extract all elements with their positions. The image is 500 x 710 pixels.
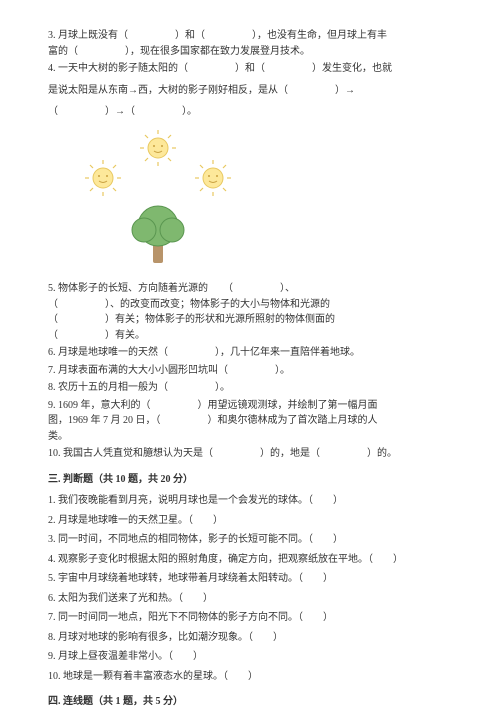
fill-q3: 3. 月球上既没有（ ）和（ ），也没有生命，但月球上有丰 富的（ ），现在很多… <box>48 28 452 59</box>
q5-l1c: ）、 <box>280 283 295 294</box>
judge-item: 1. 我们夜晚能看到月亮，说明月球也是一个会发光的球体。（ ） <box>48 493 452 509</box>
q8-a: 8. 农历十五的月相一般为（ <box>48 382 168 393</box>
q5-l3b: ）有关；物体影子的形状和光源所照射的物体侧面的 <box>105 314 335 325</box>
q10-b: ）的，地是（ <box>260 448 320 459</box>
q3-text-4: 富的（ <box>48 46 78 57</box>
judge-item: 8. 月球对地球的影响有很多，比如潮汐现象。（ ） <box>48 630 452 646</box>
fill-q8: 8. 农历十五的月相一般为（ ）。 <box>48 380 452 396</box>
q5-l2b: ）、的改变而改变；物体影子的大小与物体和光源的 <box>105 299 330 310</box>
judge-item: 6. 太阳为我们送来了光和热。（ ） <box>48 591 452 607</box>
q5-l4b: ）有关。 <box>105 330 145 341</box>
sun-tree-illustration <box>78 128 452 274</box>
q10-a: 10. 我国古人凭直觉和臆想认为天是（ <box>48 448 213 459</box>
q3-text-5: ），现在很多国家都在致力发展登月技术。 <box>125 46 310 57</box>
q9-l1a: 9. 1609 年，意大利的（ <box>48 400 151 411</box>
q9-l2b: ）和奥尔德林成为了首次踏上月球的人 <box>208 415 378 426</box>
sun-icon <box>85 160 121 196</box>
q4-text-5: ）→ <box>335 85 355 96</box>
q5-l1a: 5. 物体影子的长短、方向随着光源的 <box>48 283 208 294</box>
q9-l1b: ）用望远镜观测球，并绘制了第一幅月面 <box>198 400 378 411</box>
q9-l3: 类。 <box>48 431 68 442</box>
q3-text-2: ）和（ <box>175 30 205 41</box>
q5-l2a: （ <box>48 299 58 310</box>
q5-l3a: （ <box>48 314 58 325</box>
judge-item: 10. 地球是一颗有着丰富液态水的星球。（ ） <box>48 669 452 685</box>
illustration-svg <box>78 128 248 268</box>
fill-q9: 9. 1609 年，意大利的（ ）用望远镜观测球，并绘制了第一幅月面 图，196… <box>48 398 452 445</box>
q9-l2a: 图，1969 年 7 月 20 日，（ <box>48 415 161 426</box>
q3-text-3: ），也没有生命，但月球上有丰 <box>252 30 387 41</box>
q7-b: ）。 <box>275 365 290 376</box>
judge-list: 1. 我们夜晚能看到月亮，说明月球也是一个会发光的球体。（ ） 2. 月球是地球… <box>48 493 452 684</box>
q4-text-7: ）→（ <box>105 106 135 117</box>
q4-text-8: ）。 <box>182 106 197 117</box>
tree-icon <box>132 206 184 263</box>
q4-text-4: 是说太阳是从东南→西，大树的影子刚好相反，是从（ <box>48 85 288 96</box>
section-3-title: 三. 判断题（共 10 题，共 20 分） <box>48 472 452 488</box>
fill-q4: 4. 一天中大树的影子随太阳的（ ）和（ ）发生变化，也就 是说太阳是从东南→西… <box>48 61 452 120</box>
fill-q6: 6. 月球是地球唯一的天然（ ），几十亿年来一直陪伴着地球。 <box>48 345 452 361</box>
judge-item: 7. 同一时间同一地点，阳光下不同物体的影子方向不同。（ ） <box>48 610 452 626</box>
fill-q7: 7. 月球表面布满的大大小小圆形凹坑叫（ ）。 <box>48 363 452 379</box>
judge-item: 4. 观察影子变化时根据太阳的照射角度，确定方向，把观察纸放在平地。（ ） <box>48 552 452 568</box>
q4-text-1: 4. 一天中大树的影子随太阳的（ <box>48 63 188 74</box>
q4-text-3: ）发生变化，也就 <box>312 63 392 74</box>
section-4-title: 四. 连线题（共 1 题，共 5 分） <box>48 694 452 710</box>
fill-q10: 10. 我国古人凭直觉和臆想认为天是（ ）的，地是（ ）的。 <box>48 446 452 462</box>
judge-item: 9. 月球上昼夜温差非常小。（ ） <box>48 649 452 665</box>
q5-l4a: （ <box>48 330 58 341</box>
q7-a: 7. 月球表面布满的大大小小圆形凹坑叫（ <box>48 365 228 376</box>
q6-b: ），几十亿年来一直陪伴着地球。 <box>215 347 360 358</box>
q5-l1b: （ <box>223 283 233 294</box>
fill-q5: 5. 物体影子的长短、方向随着光源的 （ ）、 （ ）、的改变而改变；物体影子的… <box>48 281 452 343</box>
sun-icon <box>195 160 231 196</box>
q4-text-6: （ <box>48 106 58 117</box>
q8-b: ）。 <box>215 382 230 393</box>
sun-icon <box>140 130 176 166</box>
judge-item: 2. 月球是地球唯一的天然卫星。（ ） <box>48 513 452 529</box>
judge-item: 5. 宇宙中月球绕着地球转，地球带着月球绕着太阳转动。（ ） <box>48 571 452 587</box>
judge-item: 3. 同一时间，不同地点的相同物体，影子的长短可能不同。（ ） <box>48 532 452 548</box>
q4-text-2: ）和（ <box>235 63 265 74</box>
q10-c: ）的。 <box>367 448 397 459</box>
q3-text-1: 3. 月球上既没有（ <box>48 30 128 41</box>
q6-a: 6. 月球是地球唯一的天然（ <box>48 347 168 358</box>
